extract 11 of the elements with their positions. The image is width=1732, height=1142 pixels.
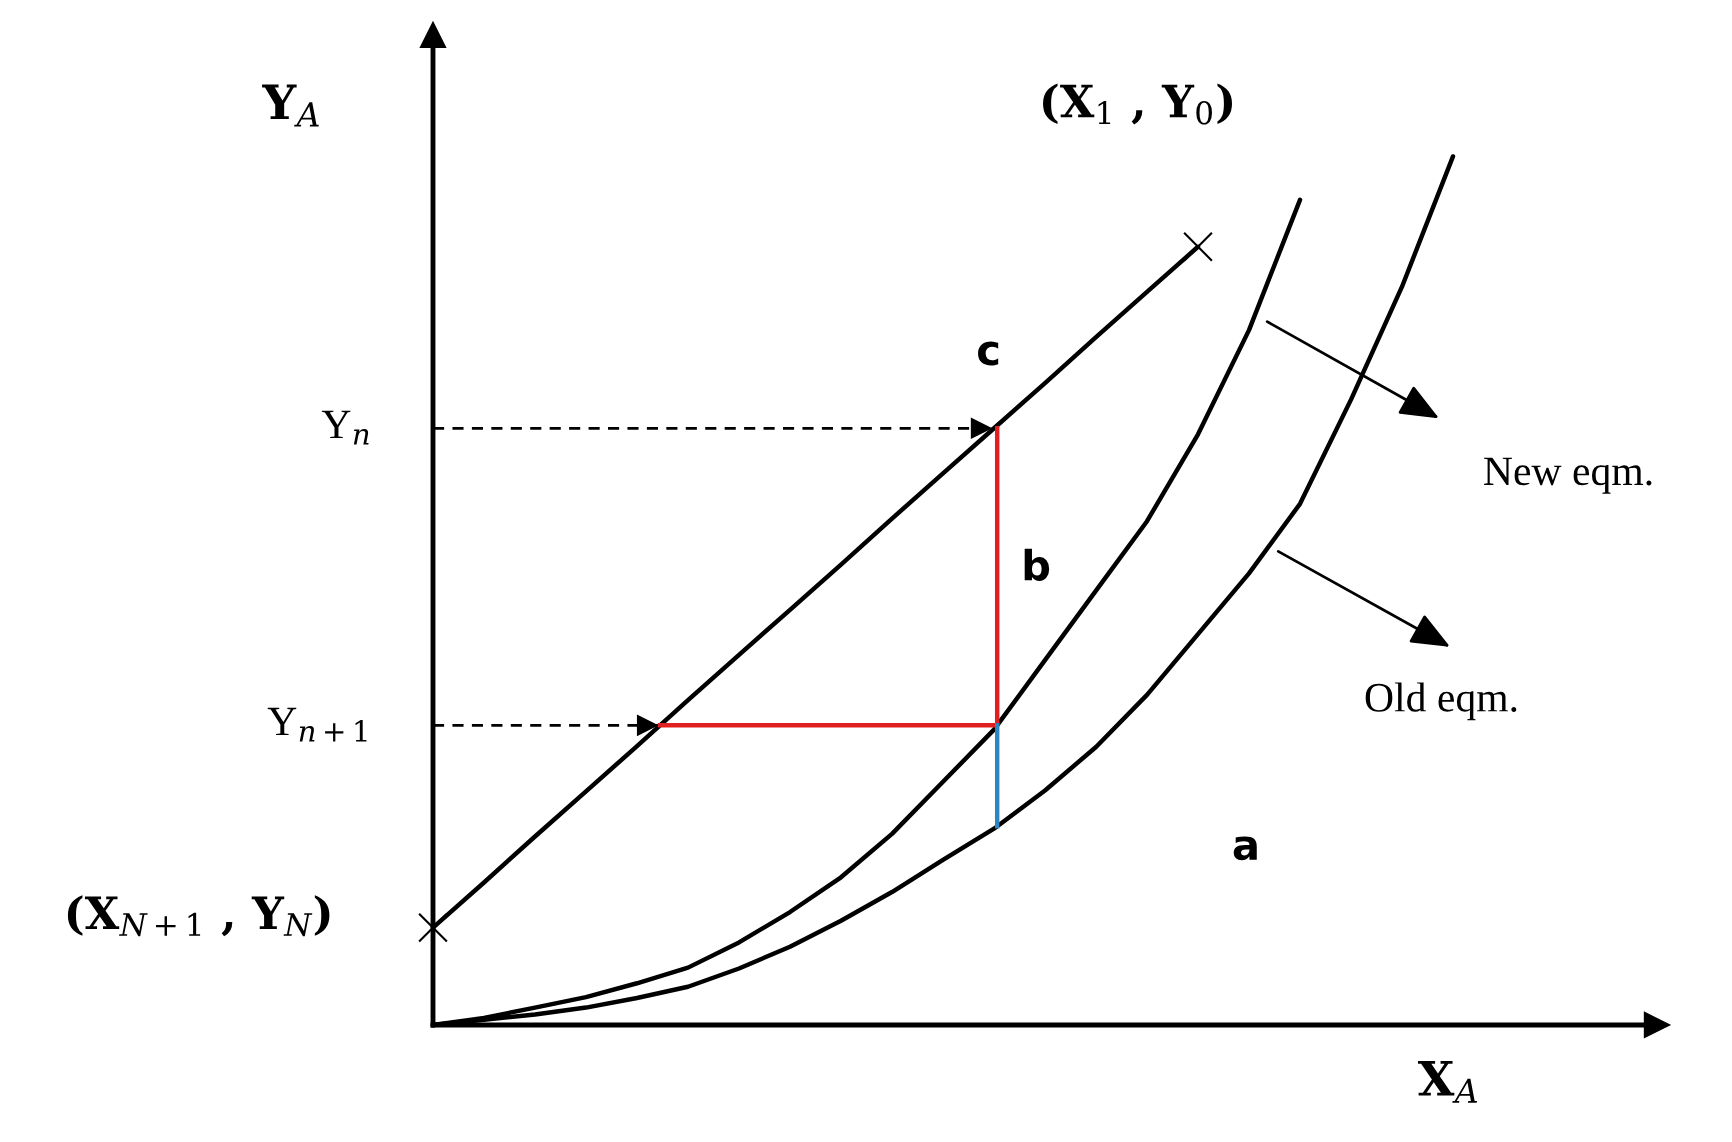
ref-line-label: Y$_{n}$ (321, 410, 369, 445)
text: (X$_{1}$ , Y$_{0}$) (1043, 83, 1232, 125)
x-axis-title: X$_{A}$ (1417, 1061, 1478, 1103)
ref-line-label: Y$_{n+1}$ (267, 707, 367, 742)
annotation: a (1233, 836, 1257, 861)
text: New eqm. (1484, 457, 1652, 494)
annotation: b (1024, 548, 1050, 581)
text: (X$_{N+1}$ , Y$_{N}$) (67, 895, 330, 937)
y-axis-title: Y$_{A}$ (262, 84, 319, 127)
annotation: c (978, 341, 999, 366)
annotation: Old eqm. (1365, 682, 1517, 721)
